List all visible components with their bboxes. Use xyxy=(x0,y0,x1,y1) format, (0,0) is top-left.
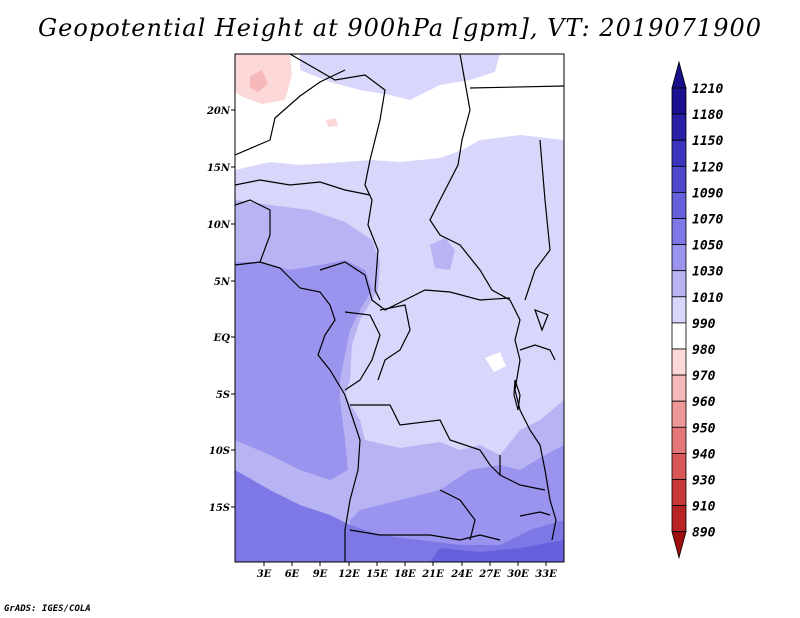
colorbar-swatch xyxy=(671,270,687,298)
colorbar-level-label: 980 xyxy=(692,343,716,358)
lon-axis: 3E 6E 9E 12E 15E 18E 21E 24E 27E 30E 33E xyxy=(257,562,557,580)
border-line xyxy=(289,54,386,301)
colorbar-swatch xyxy=(671,191,687,219)
grads-credit: GrADS: IGES/COLA xyxy=(4,604,91,614)
border-line xyxy=(499,455,546,491)
lon-tick-label: 9E xyxy=(313,569,328,580)
border-line xyxy=(469,85,564,89)
lon-tick-label: 15E xyxy=(366,569,388,580)
field-zone-lavender-top xyxy=(300,54,500,100)
border-line xyxy=(439,489,476,541)
lon-tick-label: 18E xyxy=(394,569,416,580)
lake xyxy=(513,379,521,411)
colorbar-level-label: 1180 xyxy=(692,108,723,123)
map-frame xyxy=(234,53,565,563)
coastline xyxy=(235,261,361,562)
lon-tick-label: 27E xyxy=(478,569,501,580)
border-line xyxy=(235,69,346,156)
colorbar-swatch xyxy=(671,374,687,402)
colorbar-level-label: 1030 xyxy=(692,265,723,280)
map-title: Geopotential Height at 900hPa [gpm], VT:… xyxy=(38,14,762,42)
border-line xyxy=(509,299,557,541)
colorbar-level-label: 1210 xyxy=(692,82,723,97)
border-line xyxy=(235,179,371,196)
colorbar-level-label: 950 xyxy=(692,421,716,436)
field-zone-pink-small xyxy=(326,118,338,127)
lon-tick-label: 12E xyxy=(338,569,360,580)
border-line xyxy=(524,139,551,301)
colorbar-swatch xyxy=(671,452,687,480)
colorbar-level-label: 1120 xyxy=(692,160,723,175)
lat-tick-label: 15S xyxy=(209,503,230,514)
lon-tick-label: 24E xyxy=(450,569,473,580)
colorbar-level-label: 930 xyxy=(692,474,716,489)
colorbar-swatch xyxy=(671,479,687,507)
colorbar-swatch xyxy=(671,113,687,141)
lat-axis: 20N 15N 10N 5N EQ 5S 10S 15S xyxy=(206,106,235,514)
colorbar-swatch xyxy=(671,87,687,115)
field-zone-white-north xyxy=(235,54,564,170)
lat-tick-label: 15N xyxy=(207,163,231,174)
lat-tick-label: 10N xyxy=(207,220,231,231)
lat-tick-label: EQ xyxy=(213,333,231,344)
colorbar-swatch xyxy=(671,139,687,167)
lon-tick-label: 30E xyxy=(507,569,529,580)
colorbar-level-label: 960 xyxy=(692,395,716,410)
colorbar-level-label: 940 xyxy=(692,447,716,462)
colorbar-swatch xyxy=(671,244,687,272)
colorbar-level-label: 970 xyxy=(692,369,716,384)
border-line xyxy=(429,54,511,301)
colorbar-level-label: 990 xyxy=(692,317,716,332)
lon-tick-label: 6E xyxy=(285,569,300,580)
field-zone-1050-patch xyxy=(430,238,455,270)
colorbar-bottom-arrow xyxy=(671,531,687,560)
field-zone-1090-south xyxy=(235,470,564,562)
border-line xyxy=(519,344,556,361)
colorbar-swatch xyxy=(671,426,687,454)
colorbar-swatch xyxy=(671,400,687,428)
height-field xyxy=(235,54,564,562)
colorbar-level-label: 1010 xyxy=(692,291,723,306)
lake xyxy=(534,308,549,332)
border-line xyxy=(319,261,511,311)
field-zone-white-basin xyxy=(485,352,506,372)
border-line xyxy=(344,311,381,391)
lon-tick-label: 3E xyxy=(257,569,272,580)
lon-tick-label: 33E xyxy=(535,569,557,580)
lon-tick-label: 21E xyxy=(421,569,444,580)
colorbar-top-arrow xyxy=(671,60,687,89)
lat-tick-label: 5S xyxy=(216,390,230,401)
colorbar-level-label: 1150 xyxy=(692,134,723,149)
field-zone-1090-se xyxy=(430,540,564,562)
colorbar-level-label: 1070 xyxy=(692,213,723,228)
border-line xyxy=(350,404,501,476)
border-line xyxy=(377,304,411,381)
field-zone-1070-west xyxy=(235,260,372,480)
lake xyxy=(519,511,551,517)
field-zone-1070-south xyxy=(345,445,564,562)
colorbar-level-label: 890 xyxy=(692,526,716,541)
colorbar-level-label: 1050 xyxy=(692,239,723,254)
field-zone-pink-core xyxy=(250,70,268,92)
border-line xyxy=(235,199,271,263)
lat-tick-label: 10S xyxy=(209,446,230,457)
colorbar-swatch xyxy=(671,296,687,324)
colorbar-swatch xyxy=(671,505,687,533)
colorbar-swatch xyxy=(671,348,687,376)
colorbar-swatch xyxy=(671,218,687,246)
lat-tick-label: 20N xyxy=(206,106,231,117)
colorbar-swatch xyxy=(671,165,687,193)
country-borders xyxy=(235,54,564,562)
lat-tick-label: 5N xyxy=(214,277,231,288)
colorbar-level-label: 1090 xyxy=(692,186,723,201)
border-line xyxy=(349,529,501,541)
colorbar-level-label: 910 xyxy=(692,500,716,515)
colorbar-swatch xyxy=(671,322,687,350)
